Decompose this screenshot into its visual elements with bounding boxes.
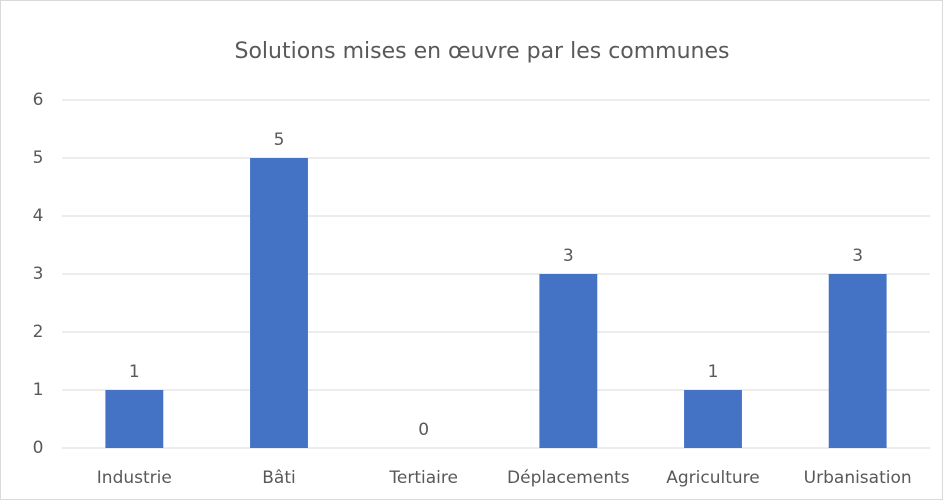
- x-tick-label: Tertiaire: [388, 468, 458, 488]
- x-tick-label: Bâti: [262, 468, 295, 488]
- bar: [684, 390, 742, 448]
- x-tick-label: Déplacements: [507, 468, 630, 488]
- y-tick-label: 2: [33, 322, 44, 342]
- y-tick-label: 5: [33, 148, 44, 168]
- data-label: 1: [129, 362, 140, 382]
- y-tick-label: 6: [33, 90, 44, 110]
- y-tick-label: 1: [33, 380, 44, 400]
- bar: [105, 390, 164, 448]
- y-tick-label: 0: [33, 438, 44, 458]
- bar: [250, 158, 308, 448]
- x-tick-label: Urbanisation: [804, 468, 912, 488]
- bar: [539, 274, 598, 448]
- x-tick-label: Agriculture: [666, 468, 760, 488]
- y-tick-label: 3: [33, 264, 44, 284]
- x-tick-label: Industrie: [97, 468, 172, 488]
- y-tick-label: 4: [33, 206, 44, 226]
- data-label: 5: [274, 130, 285, 150]
- data-label: 1: [708, 362, 719, 382]
- data-label: 3: [852, 246, 863, 266]
- chart-title: Solutions mises en œuvre par les commune…: [235, 39, 730, 64]
- data-label: 3: [563, 246, 574, 266]
- bar: [828, 274, 887, 448]
- data-label: 0: [418, 420, 429, 440]
